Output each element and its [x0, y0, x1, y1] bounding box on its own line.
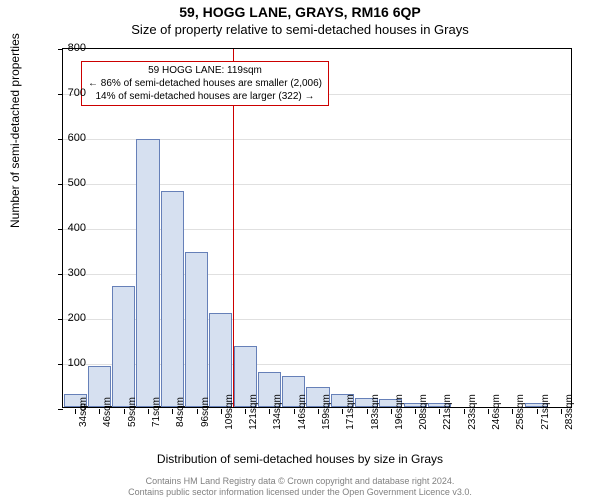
x-tick-mark — [512, 409, 513, 414]
y-tick-label: 400 — [46, 222, 86, 234]
x-tick-mark — [245, 409, 246, 414]
annotation-line: 14% of semi-detached houses are larger (… — [88, 90, 322, 103]
x-tick-mark — [124, 409, 125, 414]
x-tick-mark — [488, 409, 489, 414]
annotation-line: ← 86% of semi-detached houses are smalle… — [88, 77, 322, 90]
plot-area: 34sqm46sqm59sqm71sqm84sqm96sqm109sqm121s… — [62, 48, 572, 408]
chart-container: 59, HOGG LANE, GRAYS, RM16 6QP Size of p… — [0, 0, 600, 500]
x-tick-mark — [197, 409, 198, 414]
x-tick-mark — [561, 409, 562, 414]
chart-title-sub: Size of property relative to semi-detach… — [0, 20, 600, 37]
y-tick-label: 800 — [46, 42, 86, 54]
footer-line-1: Contains HM Land Registry data © Crown c… — [0, 476, 600, 487]
footer-line-2: Contains public sector information licen… — [0, 487, 600, 498]
x-tick-mark — [391, 409, 392, 414]
chart-title-main: 59, HOGG LANE, GRAYS, RM16 6QP — [0, 0, 600, 20]
y-tick-label: 700 — [46, 87, 86, 99]
x-tick-mark — [342, 409, 343, 414]
y-tick-label: 500 — [46, 177, 86, 189]
x-tick-mark — [148, 409, 149, 414]
histogram-bar — [209, 313, 232, 408]
histogram-bar — [112, 286, 135, 408]
x-tick-mark — [464, 409, 465, 414]
x-tick-label: 271sqm — [540, 394, 551, 430]
x-tick-mark — [221, 409, 222, 414]
y-tick-label: 200 — [46, 312, 86, 324]
x-tick-label: 208sqm — [418, 394, 429, 430]
x-tick-mark — [367, 409, 368, 414]
x-tick-label: 233sqm — [467, 394, 478, 430]
x-tick-mark — [172, 409, 173, 414]
y-tick-label: 0 — [46, 402, 86, 414]
annotation-box: 59 HOGG LANE: 119sqm← 86% of semi-detach… — [81, 61, 329, 106]
x-tick-mark — [439, 409, 440, 414]
x-tick-mark — [99, 409, 100, 414]
footer: Contains HM Land Registry data © Crown c… — [0, 476, 600, 498]
histogram-bar — [161, 191, 184, 407]
x-tick-mark — [537, 409, 538, 414]
y-tick-label: 300 — [46, 267, 86, 279]
annotation-line: 59 HOGG LANE: 119sqm — [88, 64, 322, 77]
x-tick-label: 221sqm — [442, 394, 453, 430]
x-tick-mark — [294, 409, 295, 414]
y-tick-label: 600 — [46, 132, 86, 144]
x-tick-label: 196sqm — [394, 394, 405, 430]
y-axis-label: Number of semi-detached properties — [8, 33, 22, 228]
histogram-bar — [136, 139, 159, 407]
x-axis-label: Distribution of semi-detached houses by … — [0, 452, 600, 466]
x-tick-label: 258sqm — [515, 394, 526, 430]
y-tick-label: 100 — [46, 357, 86, 369]
histogram-bar — [185, 252, 208, 407]
x-tick-mark — [269, 409, 270, 414]
x-tick-mark — [415, 409, 416, 414]
x-tick-label: 246sqm — [491, 394, 502, 430]
x-tick-label: 283sqm — [564, 394, 575, 430]
x-tick-mark — [318, 409, 319, 414]
